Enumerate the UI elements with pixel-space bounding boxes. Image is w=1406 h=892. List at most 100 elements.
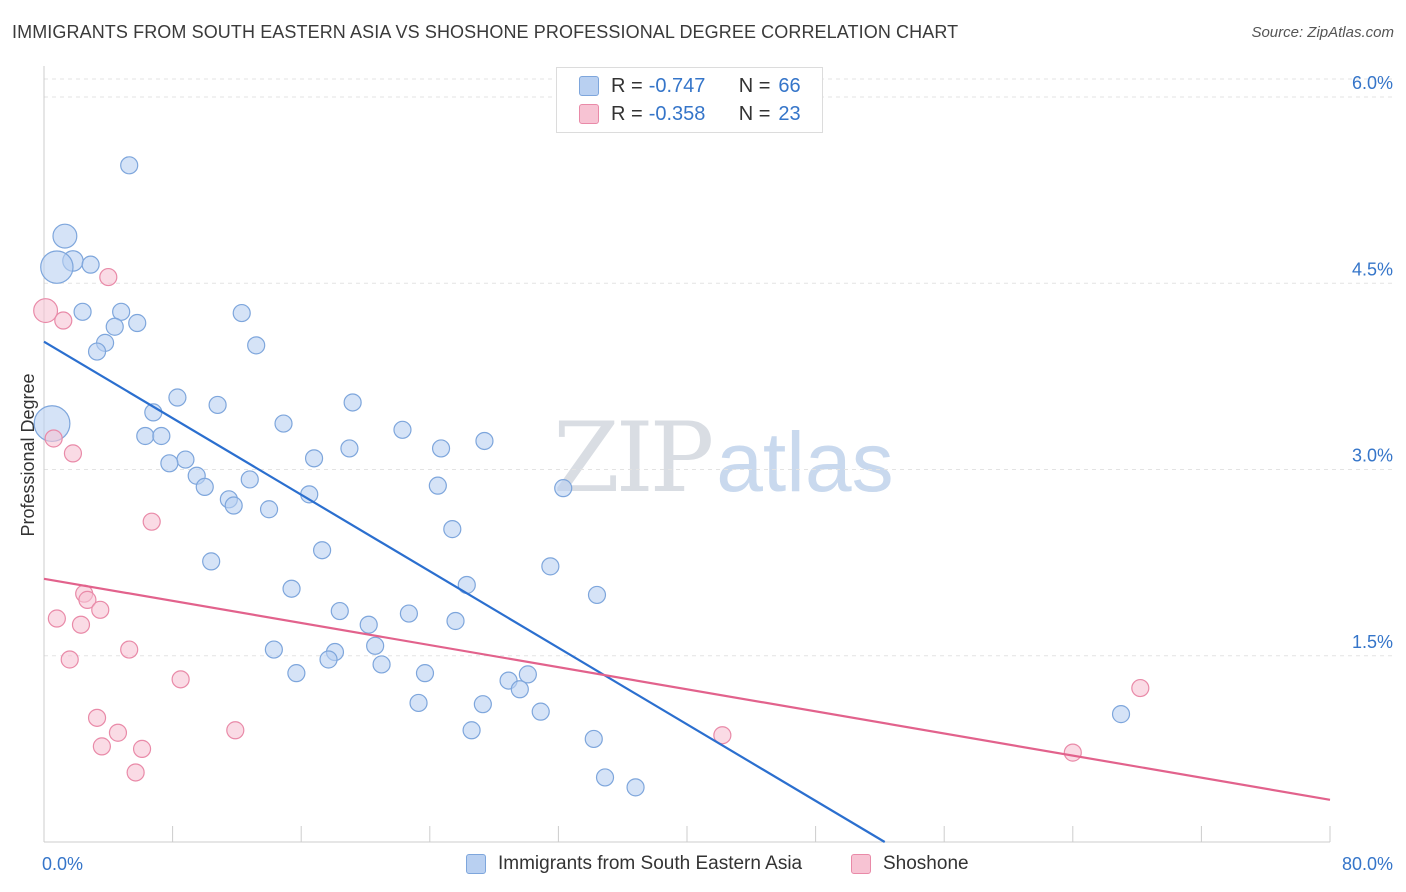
blue-data-point xyxy=(531,702,550,721)
pink-data-point xyxy=(33,298,59,324)
r-value: -0.358 xyxy=(648,102,706,125)
pink-data-point xyxy=(1063,743,1082,762)
blue-data-point xyxy=(136,426,155,446)
blue-data-point xyxy=(510,680,529,699)
blue-data-point xyxy=(259,500,279,519)
source-credit: Source: ZipAtlas.com xyxy=(1251,24,1394,41)
pink-data-point xyxy=(226,721,245,740)
blue-data-point xyxy=(202,552,221,571)
blue-data-point xyxy=(40,250,74,284)
blue-data-point xyxy=(428,476,447,495)
blue-data-point xyxy=(475,431,494,451)
blue-data-point xyxy=(587,585,607,605)
blue-data-point xyxy=(366,636,385,655)
pink-data-point xyxy=(63,444,83,463)
blue-data-point xyxy=(541,557,560,576)
blue-data-point xyxy=(473,695,492,714)
blue-data-point xyxy=(195,477,214,497)
blue-data-point xyxy=(247,336,266,355)
pink-data-point xyxy=(47,609,66,628)
blue-data-point xyxy=(274,414,293,433)
n-value: 66 xyxy=(778,74,801,97)
blue-data-point xyxy=(128,313,147,333)
chart-title: IMMIGRANTS FROM SOUTH EASTERN ASIA VS SH… xyxy=(12,22,959,42)
series-legend-pink: Shoshone xyxy=(851,850,969,878)
pink-data-point xyxy=(78,590,97,609)
blue-data-point xyxy=(240,470,259,489)
y-tick-label: 4.5% xyxy=(1352,259,1393,279)
blue-data-point xyxy=(409,693,428,713)
blue-data-point xyxy=(340,439,359,458)
pink-data-point xyxy=(44,429,63,448)
blue-data-point xyxy=(1111,705,1131,724)
x-tick-label: 0.0% xyxy=(42,854,83,874)
blue-data-point xyxy=(168,388,187,407)
blue-data-point xyxy=(359,615,378,634)
pink-data-point xyxy=(71,615,91,634)
blue-data-point xyxy=(282,579,301,598)
x-tick-label: 80.0% xyxy=(1342,854,1393,874)
legend-swatch-pink xyxy=(579,104,599,124)
n-value: 23 xyxy=(778,102,801,125)
r-value: -0.747 xyxy=(648,74,706,97)
pink-data-point xyxy=(54,311,73,330)
pink-trend-line xyxy=(43,577,1331,801)
blue-data-point xyxy=(87,342,107,361)
y-tick-label: 1.5% xyxy=(1352,632,1393,652)
blue-data-point xyxy=(160,454,179,473)
blue-data-point xyxy=(415,664,435,683)
blue-data-point xyxy=(584,729,603,749)
series-name-blue: Immigrants from South Eastern Asia xyxy=(498,853,803,874)
pink-data-point xyxy=(87,708,107,727)
r-label: R = xyxy=(611,74,643,97)
blue-data-point xyxy=(462,721,481,740)
series-swatch-blue xyxy=(466,854,486,874)
blue-data-point xyxy=(431,439,451,458)
blue-data-point xyxy=(554,479,573,498)
pink-data-point xyxy=(108,723,128,742)
blue-data-point xyxy=(626,778,645,797)
blue-data-point xyxy=(343,393,362,412)
blue-data-point xyxy=(224,496,243,515)
series-swatch-pink xyxy=(851,854,871,874)
blue-trend-line xyxy=(43,340,886,843)
blue-data-point xyxy=(73,302,92,321)
pink-data-point xyxy=(92,737,111,756)
blue-data-point xyxy=(152,426,171,446)
y-tick-label: 3.0% xyxy=(1352,446,1393,466)
blue-data-point xyxy=(446,611,465,631)
blue-data-point xyxy=(81,255,100,274)
pink-data-point xyxy=(126,763,145,782)
blue-data-point xyxy=(304,449,324,468)
y-tick-label: 6.0% xyxy=(1352,73,1393,93)
blue-data-point xyxy=(393,420,412,439)
blue-data-point xyxy=(232,303,251,323)
pink-data-point xyxy=(1131,678,1150,698)
blue-data-point xyxy=(120,156,139,175)
blue-data-point xyxy=(208,395,227,415)
pink-data-point xyxy=(142,512,161,531)
series-legend-blue: Immigrants from South Eastern Asia xyxy=(466,850,802,878)
correlation-legend: R = -0.747 N = 66 R = -0.358 N = 23 xyxy=(556,67,823,133)
blue-data-point xyxy=(518,665,537,684)
blue-data-point xyxy=(52,223,78,249)
blue-data-point xyxy=(372,655,391,674)
legend-row-pink: R = -0.358 N = 23 xyxy=(579,100,801,128)
legend-swatch-blue xyxy=(579,76,599,96)
blue-data-point xyxy=(287,664,306,683)
n-label: N = xyxy=(738,74,771,97)
n-label: N = xyxy=(738,102,771,125)
blue-data-point xyxy=(399,604,419,623)
blue-data-point xyxy=(176,450,195,469)
blue-data-point xyxy=(595,768,615,787)
blue-data-point xyxy=(312,541,332,560)
blue-data-point xyxy=(105,317,124,336)
pink-data-point xyxy=(99,267,118,287)
legend-row-blue: R = -0.747 N = 66 xyxy=(579,72,801,100)
pink-data-point xyxy=(120,640,139,659)
blue-data-point xyxy=(443,520,462,539)
y-axis-label: Professional Degree xyxy=(18,373,38,536)
pink-data-point xyxy=(713,726,732,745)
blue-data-point xyxy=(330,601,349,621)
